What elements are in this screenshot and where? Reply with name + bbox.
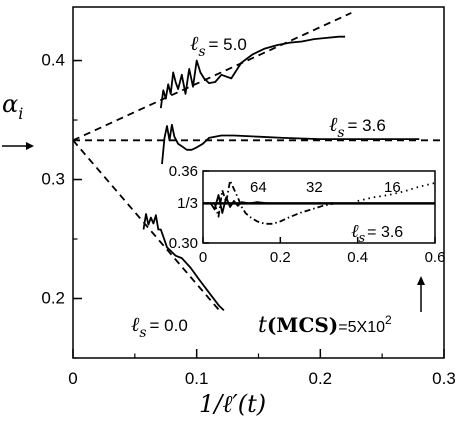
- series-line-1: [213, 179, 347, 225]
- x-tick-label: 0: [68, 369, 77, 388]
- x-tick-label: 0.6: [425, 249, 446, 266]
- series-line-1: [161, 123, 420, 165]
- x-tick-label: 0.4: [347, 249, 368, 266]
- y-tick-label: 0.3: [41, 170, 65, 189]
- x-tick-label: 0: [199, 249, 207, 266]
- series-line-2: [357, 182, 436, 202]
- inset-series: [203, 179, 436, 225]
- x-tick-label: 0.2: [270, 249, 291, 266]
- label-ls-36: ℓs = 3.6: [329, 112, 386, 141]
- y-tick-label: 0.36: [169, 163, 198, 180]
- main-axes: 0 0.1 0.2 0.3 0.2 0.3 0.4: [41, 51, 455, 388]
- x-tick-label: 0.1: [185, 369, 209, 388]
- series-line-5: [72, 139, 223, 314]
- x-axis-label: 1/ℓ′(t): [199, 390, 266, 418]
- main-series: [72, 12, 444, 314]
- y-tick-label: 1/3: [177, 195, 198, 212]
- label-ls-0: ℓs = 0.0: [131, 312, 188, 341]
- y-tick-label: 0.30: [169, 235, 198, 252]
- inset-ann-64: 64: [250, 179, 267, 196]
- time-label: t(MCS)=5X102: [258, 313, 392, 338]
- series-line-3: [72, 12, 352, 142]
- label-ls-5: ℓs = 5.0: [190, 31, 247, 60]
- inset-label-ls-36: ℓs = 3.6: [351, 221, 403, 246]
- inset-ann-16: 16: [384, 179, 401, 196]
- x-tick-label: 0.2: [309, 369, 333, 388]
- inset-ann-32: 32: [306, 179, 323, 196]
- left-arrow-icon: [2, 142, 34, 150]
- up-arrow-icon: [417, 276, 425, 312]
- x-tick-label: 0.3: [432, 369, 456, 388]
- series-line-2: [142, 213, 225, 312]
- series-line-0: [159, 35, 346, 109]
- y-tick-label: 0.2: [41, 289, 65, 308]
- y-axis-label: αi: [2, 90, 23, 123]
- y-tick-label: 0.4: [41, 51, 65, 70]
- inset-axes: 0 0.2 0.4 0.6 0.30 1/3 0.36: [169, 163, 446, 266]
